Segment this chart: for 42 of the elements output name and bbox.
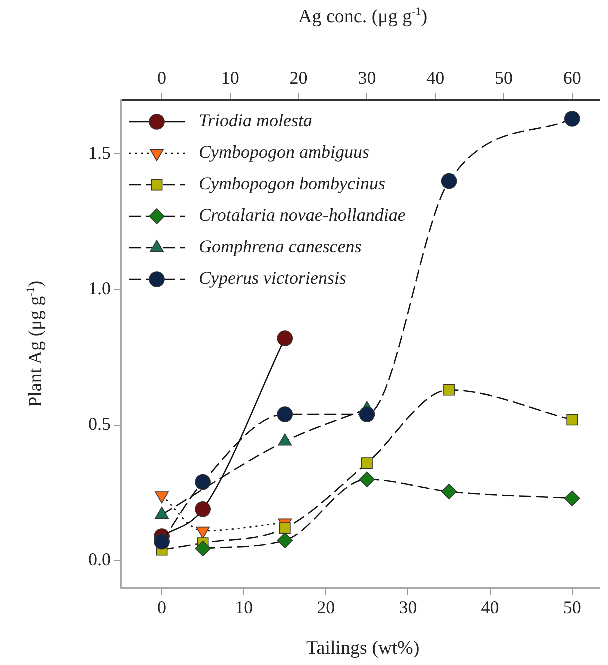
point bbox=[277, 532, 294, 548]
point bbox=[154, 534, 170, 550]
x-tick-label: 50 bbox=[563, 598, 582, 618]
legend-label: Triodia molesta bbox=[199, 110, 313, 131]
legend-label: Crotalaria novae-hollandiae bbox=[199, 205, 406, 226]
y-tick-label: 1.0 bbox=[88, 278, 111, 299]
x-tick-label: 0 bbox=[158, 598, 167, 618]
point bbox=[564, 490, 580, 506]
x-tick-label: 40 bbox=[481, 598, 500, 618]
point bbox=[277, 330, 294, 346]
x2-tick-label: 60 bbox=[563, 68, 582, 88]
point bbox=[441, 173, 458, 190]
point bbox=[564, 111, 580, 127]
legend-label: Cymbopogon bombycinus bbox=[199, 174, 386, 194]
x-tick-label: 30 bbox=[399, 598, 418, 618]
x-tick-label: 20 bbox=[317, 598, 336, 618]
x2-axis-title: Ag conc. (μg g$^{-1}$) bbox=[298, 6, 428, 28]
point bbox=[195, 501, 211, 518]
x-axis-title: Tailings (wt%) bbox=[306, 638, 420, 660]
point bbox=[195, 474, 211, 490]
x2-tick-label: 20 bbox=[290, 68, 308, 88]
point bbox=[362, 458, 373, 469]
x2-tick-label: 40 bbox=[426, 68, 445, 88]
x2-tick-label: 10 bbox=[221, 68, 240, 88]
point bbox=[359, 406, 376, 422]
x2-tick-label: 30 bbox=[358, 68, 376, 88]
y-tick-label: 0.5 bbox=[88, 414, 111, 434]
x-tick-label: 10 bbox=[235, 598, 254, 618]
y-tick-label: 0.0 bbox=[88, 550, 111, 570]
x2-tick-label: 50 bbox=[494, 68, 513, 88]
point bbox=[444, 384, 455, 396]
legend-label: Cymbopogon ambiguus bbox=[199, 142, 370, 162]
legend-label: Cyperus victoriensis bbox=[199, 268, 346, 288]
legend-label: Gomphrena canescens bbox=[199, 236, 362, 257]
point bbox=[277, 406, 294, 422]
y-tick-label: 1.5 bbox=[88, 142, 111, 163]
point bbox=[359, 472, 376, 488]
point bbox=[279, 522, 291, 534]
point bbox=[441, 484, 458, 500]
x2-tick-label: 0 bbox=[158, 68, 167, 88]
point bbox=[566, 414, 578, 426]
point bbox=[195, 540, 211, 557]
